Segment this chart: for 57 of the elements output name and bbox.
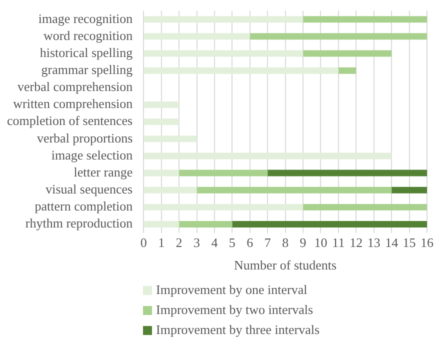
y-tick-label: image selection	[51, 147, 134, 162]
bar	[144, 16, 304, 23]
x-tick-label: 9	[300, 235, 306, 250]
x-tick-label: 0	[140, 235, 147, 250]
x-tick-label: 15	[402, 235, 416, 250]
bar	[250, 33, 427, 40]
bar	[144, 204, 304, 210]
y-tick-label: visual sequences	[46, 182, 133, 197]
bar	[144, 50, 304, 57]
bar	[144, 170, 180, 176]
bar	[144, 118, 180, 126]
bar	[268, 170, 427, 176]
bar	[232, 221, 427, 228]
y-tick-label: verbal comprehension	[17, 79, 134, 94]
x-tick-label: 11	[332, 235, 345, 250]
y-tick-label: letter range	[74, 164, 133, 180]
x-tick-label: 13	[367, 235, 380, 250]
legend-label: Improvement by one interval	[156, 281, 308, 299]
x-tick-label: 14	[385, 235, 399, 250]
x-tick-label: 12	[350, 235, 363, 250]
x-tick-label: 10	[314, 235, 328, 250]
bar	[303, 204, 427, 210]
x-axis-title: Number of students	[234, 258, 337, 273]
y-tick-label: word recognition	[43, 28, 134, 43]
bar	[303, 50, 392, 57]
x-tick-label: 4	[211, 235, 218, 250]
x-tick-label: 6	[246, 235, 254, 250]
y-tick-label: written comprehension	[13, 96, 134, 112]
bar	[144, 221, 180, 228]
bar	[144, 67, 338, 74]
bar	[179, 170, 268, 176]
x-tick-label: 3	[194, 235, 200, 250]
y-tick-label: image recognition	[38, 10, 134, 26]
y-tick-label: rhythm reproduction	[25, 216, 134, 231]
bar	[144, 152, 392, 160]
x-tick-label: 5	[228, 235, 236, 250]
x-tick-label: 8	[282, 235, 289, 250]
x-tick-label: 1	[158, 235, 165, 250]
x-tick-label: 2	[176, 235, 182, 250]
x-tick-label: 16	[420, 235, 434, 250]
bar	[179, 221, 232, 228]
bar	[392, 186, 427, 194]
y-tick-label: grammar spelling	[41, 62, 134, 77]
legend-label: Improvement by three intervals	[156, 321, 320, 339]
bar	[196, 186, 392, 194]
bar	[144, 186, 197, 194]
y-tick-label: historical spelling	[40, 44, 134, 60]
y-tick-label: completion of sentences	[6, 113, 133, 128]
bar	[144, 33, 250, 40]
legend-label: Improvement by two intervals	[156, 301, 314, 319]
bar	[303, 16, 427, 23]
y-tick-label: pattern completion	[34, 198, 134, 214]
y-tick-label: verbal proportions	[36, 130, 133, 146]
x-tick-label: 7	[264, 235, 272, 250]
bar	[338, 67, 356, 74]
bar	[144, 136, 197, 142]
bar	[144, 101, 180, 108]
